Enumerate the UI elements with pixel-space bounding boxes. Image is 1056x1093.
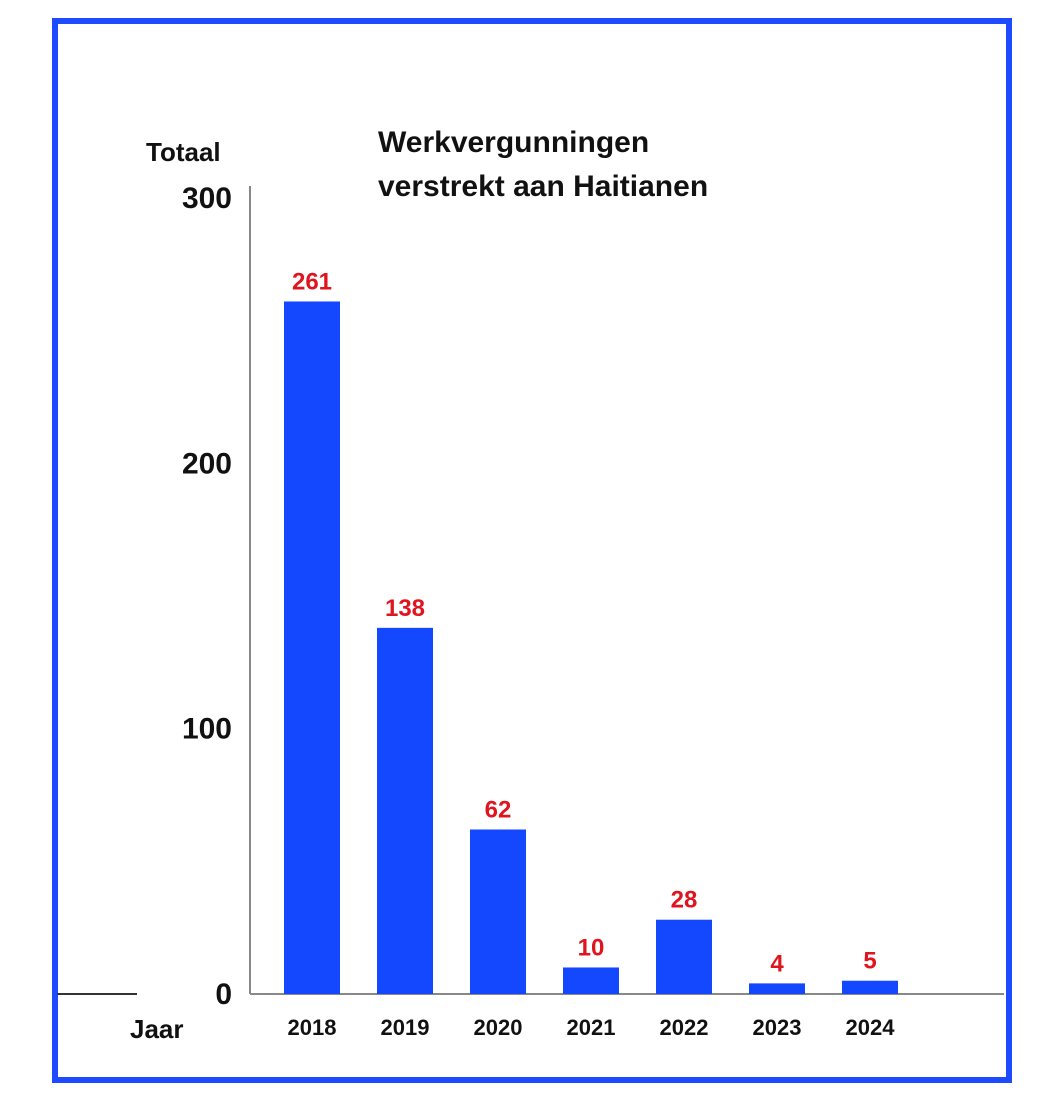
bar-value-label: 5 [863,948,876,975]
bar-value-label: 28 [671,887,698,914]
x-tick-label: 2020 [474,1015,523,1040]
chart-frame [52,18,1012,1083]
bar [377,627,433,994]
bar-value-label: 62 [485,796,512,823]
x-tick-label: 2021 [567,1015,616,1040]
y-tick-label: 100 [182,713,232,746]
bar [470,829,526,994]
chart-title-line-2: verstrekt aan Haitianen [378,170,708,203]
chart-title: Werkvergunningen verstrekt aan Haitianen [378,126,708,203]
y-tick-label: 300 [182,182,232,215]
y-tick-labels: 0 100 200 300 [182,182,232,1011]
x-tick-label: 2023 [753,1015,802,1040]
bar-value-label: 10 [578,934,605,961]
x-tick-label: 2022 [660,1015,709,1040]
x-tick-label: 2019 [381,1015,430,1040]
x-tick-label: 2024 [846,1015,896,1040]
bar [284,301,340,995]
bar-value-label: 4 [770,950,784,977]
bars [284,301,898,995]
bar [563,967,619,994]
bar [656,919,712,994]
x-axis-label: Jaar [130,1014,184,1044]
bar [749,983,805,994]
bar-value-label: 261 [292,268,332,295]
bar [842,980,898,994]
value-labels: 261 138 62 10 28 4 5 [292,268,877,977]
chart-title-line-1: Werkvergunningen [378,126,649,159]
y-tick-label: 200 [182,447,232,480]
x-tick-labels: 2018 2019 2020 2021 2022 2023 2024 [288,1015,896,1040]
y-axis-label: Totaal [146,137,221,167]
bar-value-label: 138 [385,595,425,622]
y-tick-label: 0 [215,978,232,1011]
x-tick-label: 2018 [288,1015,337,1040]
